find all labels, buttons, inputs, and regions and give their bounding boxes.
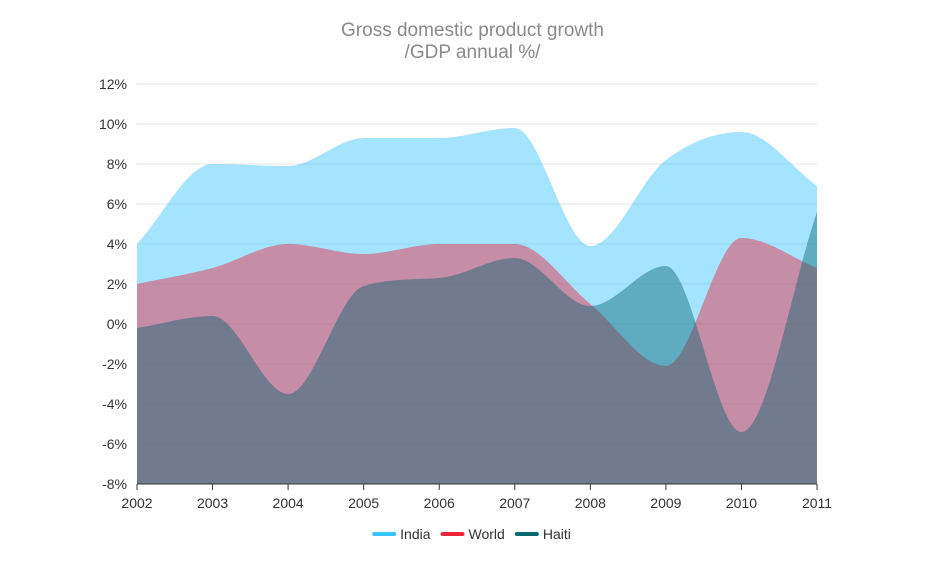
y-tick-label: -6% xyxy=(102,436,127,452)
x-tick-label: 2010 xyxy=(726,495,757,511)
area-haiti[interactable] xyxy=(137,212,817,484)
x-tick-label: 2009 xyxy=(650,495,681,511)
grid xyxy=(137,83,817,485)
y-tick-label: 6% xyxy=(107,196,127,212)
legend-label: World xyxy=(469,526,505,542)
y-tick-label: -8% xyxy=(102,476,127,492)
chart-title: Gross domestic product growth xyxy=(341,20,604,41)
area-india[interactable] xyxy=(137,128,817,484)
legend-label: India xyxy=(400,526,431,542)
legend-label: Haiti xyxy=(543,526,571,542)
y-tick-label: -4% xyxy=(102,396,127,412)
y-tick-label: 4% xyxy=(107,236,127,252)
x-tick-label: 2005 xyxy=(348,495,379,511)
x-tick-label: 2004 xyxy=(273,495,304,511)
y-tick-label: 12% xyxy=(99,76,127,92)
axes: -8% -6% -4% -2% 0% 2% 4% 6% 8% 10% 12% 2002 2003 2004… xyxy=(99,76,832,511)
x-tick-label: 2011 xyxy=(802,495,832,511)
x-tick-label: 2003 xyxy=(197,495,228,511)
y-tick-label: 2% xyxy=(107,276,127,292)
x-tick-label: 2007 xyxy=(499,495,530,511)
legend-item-india[interactable]: India xyxy=(372,526,431,542)
chart-subtitle: /GDP annual %/ xyxy=(404,42,541,63)
series-areas xyxy=(137,128,817,484)
y-tick-label: 10% xyxy=(99,116,127,132)
legend-item-haiti[interactable]: Haiti xyxy=(514,526,571,542)
x-tick-label: 2008 xyxy=(575,495,606,511)
y-tick-label: 0% xyxy=(107,316,127,332)
legend: India World Haiti xyxy=(372,526,571,542)
y-tick-label: 8% xyxy=(107,156,127,172)
x-tick-label: 2002 xyxy=(121,495,152,511)
y-tick-label: -2% xyxy=(102,356,127,372)
x-tick-label: 2006 xyxy=(424,495,455,511)
legend-item-world[interactable]: World xyxy=(440,526,505,542)
area-world[interactable] xyxy=(137,238,817,484)
